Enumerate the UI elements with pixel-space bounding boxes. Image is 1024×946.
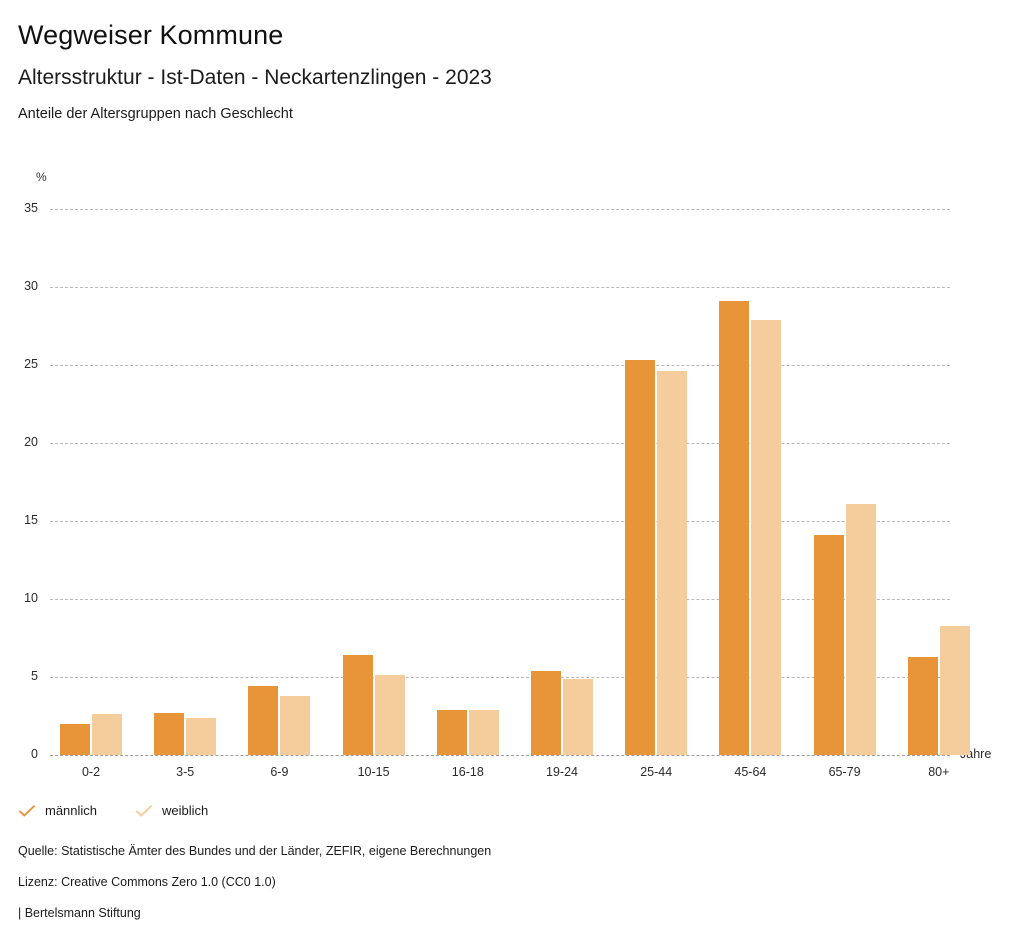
plot-area: 0 5 10 15 20 25 30 35 Jahre 0-2 3-5 6-9 10-15 16-18 19… xyxy=(24,201,991,779)
check-icon xyxy=(135,804,153,818)
bar-weiblich[interactable] xyxy=(186,717,217,755)
y-axis-tick-label: 0 xyxy=(31,747,38,761)
bar-weiblich[interactable] xyxy=(845,503,876,755)
x-axis-category-label: 25-44 xyxy=(640,765,673,779)
bar-maennlich[interactable] xyxy=(154,712,185,755)
footer-publisher: | Bertelsmann Stiftung xyxy=(18,906,141,920)
y-axis-tick-label: 30 xyxy=(24,279,38,293)
gridline xyxy=(50,521,950,522)
bar-group: 45-64 xyxy=(719,209,782,779)
x-axis-category-label: 6-9 xyxy=(270,765,289,779)
bar-maennlich[interactable] xyxy=(531,670,561,755)
y-axis-tick-label: 20 xyxy=(24,435,38,449)
y-axis-tick-label: 15 xyxy=(24,513,38,527)
bar-group: 19-24 xyxy=(531,209,593,779)
bar-group: 25-44 xyxy=(625,209,688,779)
bar-weiblich[interactable] xyxy=(939,625,970,755)
legend-label: männlich xyxy=(45,803,98,818)
bar-weiblich[interactable] xyxy=(92,714,122,755)
bar-maennlich[interactable] xyxy=(342,655,373,755)
chart-legend: männlich weiblich xyxy=(18,803,246,818)
bar-weiblich[interactable] xyxy=(374,675,405,755)
y-axis-unit: % xyxy=(36,170,47,184)
bar-maennlich[interactable] xyxy=(907,656,938,755)
x-axis-category-label: 19-24 xyxy=(546,765,578,779)
legend-item-weiblich[interactable]: weiblich xyxy=(135,803,208,818)
chart-description: Anteile der Altersgruppen nach Geschlech… xyxy=(18,106,293,122)
gridline xyxy=(50,677,950,678)
bar-weiblich[interactable] xyxy=(468,709,499,755)
bar-group: 80+ xyxy=(907,209,970,779)
x-axis-category-label: 3-5 xyxy=(176,765,195,779)
y-axis-tick-label: 25 xyxy=(24,357,38,371)
check-icon xyxy=(18,804,36,818)
bar-group: 16-18 xyxy=(436,209,499,779)
gridline xyxy=(50,365,950,366)
legend-label: weiblich xyxy=(162,803,209,818)
y-axis-tick-label: 10 xyxy=(24,591,38,605)
bar-weiblich[interactable] xyxy=(563,678,593,755)
x-axis-category-label: 16-18 xyxy=(451,765,484,779)
bar-maennlich[interactable] xyxy=(719,301,750,755)
chart-subtitle: Altersstruktur - Ist-Daten - Neckartenzl… xyxy=(18,66,492,89)
y-axis-tick-label: 5 xyxy=(31,669,38,683)
bar-group: 6-9 xyxy=(248,209,311,779)
gridline xyxy=(50,755,950,756)
legend-item-maennlich[interactable]: männlich xyxy=(18,803,97,818)
bar-maennlich[interactable] xyxy=(813,535,844,755)
bar-maennlich[interactable] xyxy=(60,723,90,755)
bar-weiblich[interactable] xyxy=(751,319,782,755)
footer-source: Quelle: Statistische Ämter des Bundes un… xyxy=(18,844,492,858)
bar-group: 0-2 xyxy=(60,209,122,779)
bar-weiblich[interactable] xyxy=(280,695,311,755)
y-axis-tick-label: 35 xyxy=(24,201,38,215)
x-axis-category-label: 10-15 xyxy=(357,765,390,779)
x-axis-category-label: 45-64 xyxy=(734,765,767,779)
x-axis-category-label: 80+ xyxy=(928,765,950,779)
bar-maennlich[interactable] xyxy=(436,709,467,755)
gridline xyxy=(50,287,950,288)
x-axis-category-label: 0-2 xyxy=(81,765,101,779)
gridline xyxy=(50,599,950,600)
footer-license: Lizenz: Creative Commons Zero 1.0 (CC0 1… xyxy=(18,875,276,889)
bar-group: 3-5 xyxy=(154,209,217,779)
chart-container: % 0 5 10 15 20 25 30 35 Jahre 0-2 3-5 6-9 10-15 16-18… xyxy=(0,160,1024,800)
page-title: Wegweiser Kommune xyxy=(18,20,284,50)
bar-weiblich[interactable] xyxy=(657,371,688,755)
bar-maennlich[interactable] xyxy=(625,360,656,755)
gridline xyxy=(50,443,950,444)
bar-maennlich[interactable] xyxy=(248,686,279,755)
x-axis-category-label: 65-79 xyxy=(828,765,861,779)
bar-group: 65-79 xyxy=(813,209,876,779)
gridline xyxy=(50,209,950,210)
bar-group: 10-15 xyxy=(342,209,405,779)
